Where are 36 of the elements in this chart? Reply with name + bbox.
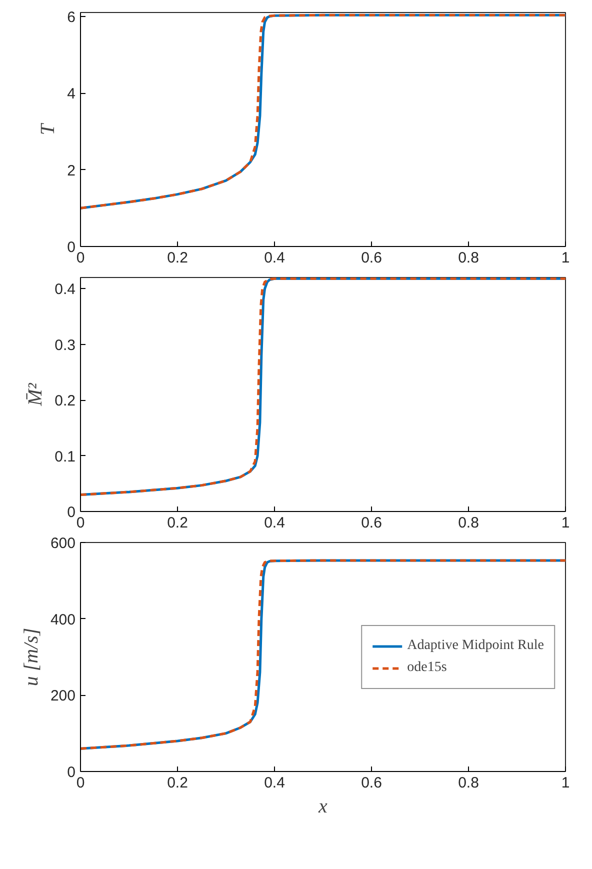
y-tick-label: 200 bbox=[50, 688, 76, 705]
line-series bbox=[80, 14, 566, 210]
legend-label: ode15s bbox=[407, 660, 447, 676]
x-tick-label: 1 bbox=[561, 250, 570, 266]
x-axis-title: x bbox=[318, 796, 328, 818]
y-tick-label: 0.2 bbox=[54, 392, 76, 410]
line-series bbox=[80, 559, 566, 750]
x-tick-label: 0.8 bbox=[458, 774, 479, 792]
x-tick-label: 0.6 bbox=[361, 250, 382, 266]
y-tick-label: 0.4 bbox=[54, 281, 76, 298]
y-axis-title: u [m/s] bbox=[20, 628, 42, 686]
x-tick-label: 1 bbox=[561, 774, 570, 792]
y-tick-label: 600 bbox=[50, 535, 76, 552]
x-tick-label: 0.6 bbox=[361, 514, 382, 532]
x-tick-label: 0.6 bbox=[361, 774, 382, 792]
y-tick-label: 0 bbox=[67, 504, 76, 521]
x-tick-label: 0.8 bbox=[458, 514, 479, 532]
x-tick-label: 1 bbox=[561, 514, 570, 532]
y-tick-label: 2 bbox=[67, 162, 76, 180]
y-tick-label: 0.1 bbox=[54, 448, 76, 466]
y-tick-label: 0 bbox=[67, 239, 76, 256]
x-tick-label: 0.4 bbox=[264, 514, 285, 532]
x-tick-label: 0.8 bbox=[458, 250, 479, 266]
y-axis-title: M̄² bbox=[24, 382, 47, 407]
y-tick-label: 0 bbox=[67, 764, 76, 781]
y-tick-label: 4 bbox=[67, 86, 76, 103]
y-tick-label: 400 bbox=[50, 611, 76, 628]
x-tick-label: 0.2 bbox=[167, 514, 188, 532]
x-tick-label: 0.2 bbox=[167, 774, 188, 792]
y-tick-label: 0.3 bbox=[54, 336, 76, 354]
x-tick-label: 0.2 bbox=[167, 250, 188, 266]
legend-label: Adaptive Midpoint Rule bbox=[407, 638, 544, 654]
y-tick-label: 6 bbox=[67, 8, 76, 26]
x-tick-label: 0.4 bbox=[264, 250, 285, 266]
x-tick-label: 0.4 bbox=[264, 774, 285, 792]
y-axis-title: T bbox=[37, 122, 60, 136]
